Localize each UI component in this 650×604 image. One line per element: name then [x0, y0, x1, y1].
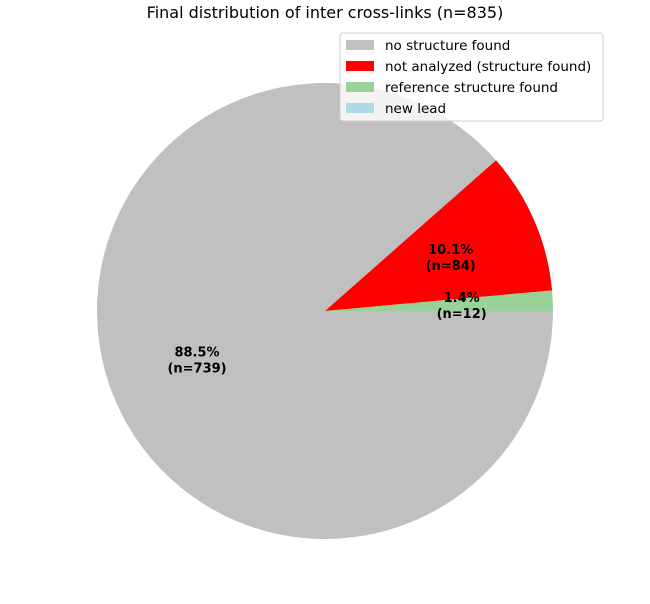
- legend-swatch-2: [346, 82, 374, 92]
- legend-frame: [339, 32, 604, 122]
- slice-label-0: 88.5% (n=739): [167, 345, 226, 376]
- legend-label-2: reference structure found: [385, 80, 558, 96]
- chart-title: Final distribution of inter cross-links …: [147, 3, 504, 22]
- pie-slice-labels: 88.5% (n=739) 10.1% (n=84) 1.4% (n=12): [167, 243, 486, 376]
- legend-label-1: not analyzed (structure found): [385, 59, 591, 75]
- slice-pct-label-2: 1.4%: [444, 291, 480, 306]
- pie-slice-1: [325, 160, 553, 311]
- slice-count-label-2: (n=12): [437, 307, 487, 322]
- legend-swatch-1: [346, 61, 374, 71]
- slice-count-label-0: (n=739): [167, 361, 226, 376]
- slice-label-2: 1.4% (n=12): [437, 291, 487, 322]
- legend-swatch-0: [346, 40, 374, 50]
- slice-count-label-1: (n=84): [426, 259, 476, 274]
- pie-slices: [96, 83, 553, 540]
- slice-label-1: 10.1% (n=84): [426, 243, 476, 274]
- slice-pct-label-1: 10.1%: [428, 243, 473, 258]
- pie-slice-2: [325, 290, 553, 311]
- legend: no structure found not analyzed (structur…: [339, 32, 604, 122]
- legend-label-3: new lead: [385, 101, 446, 117]
- legend-swatch-3: [346, 103, 374, 113]
- legend-label-0: no structure found: [385, 38, 510, 54]
- pie-slice-0: [96, 83, 553, 540]
- slice-pct-label-0: 88.5%: [174, 345, 219, 360]
